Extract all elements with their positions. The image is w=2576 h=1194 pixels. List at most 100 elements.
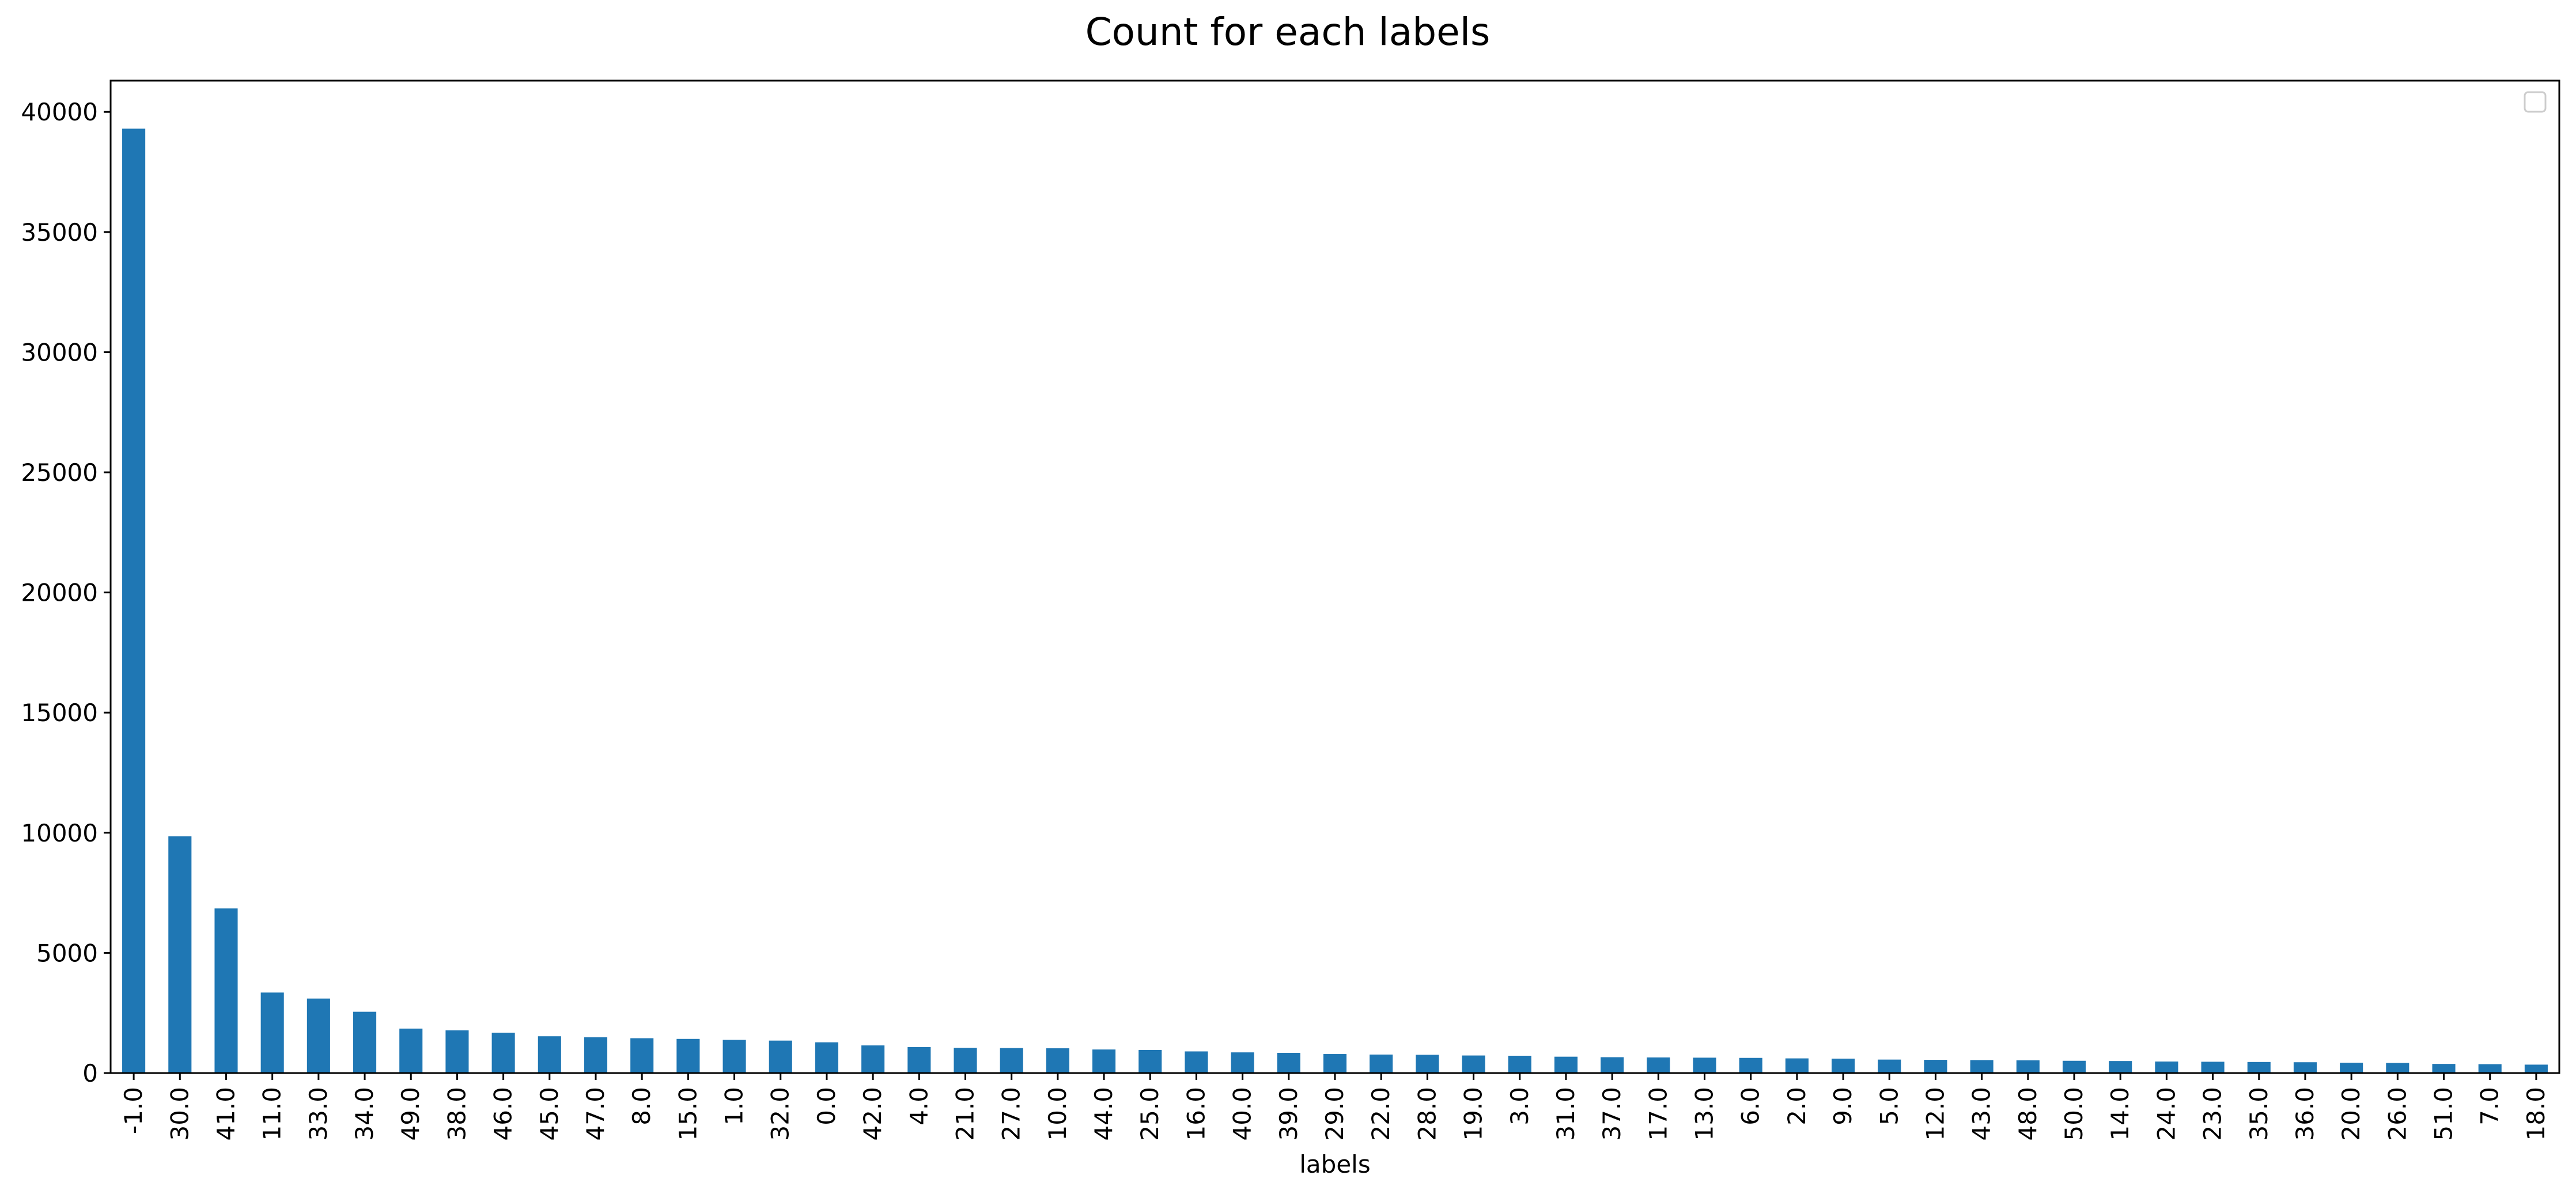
y-tick-label: 5000: [36, 939, 98, 967]
x-tick-label: 8.0: [627, 1087, 656, 1125]
legend-box: [2524, 91, 2547, 113]
x-tick-label: 51.0: [2430, 1087, 2458, 1141]
bar-19.0: [1462, 1055, 1485, 1073]
x-axis-title: labels: [1299, 1150, 1370, 1178]
bar-27.0: [1000, 1048, 1023, 1073]
bar-8.0: [630, 1038, 654, 1073]
y-tick-label: 10000: [21, 819, 98, 847]
x-tick-label: 41.0: [211, 1087, 240, 1141]
x-tick-label: 45.0: [535, 1087, 563, 1141]
bar-47.0: [584, 1037, 608, 1073]
bar-29.0: [1323, 1054, 1347, 1073]
x-tick-label: 16.0: [1182, 1087, 1210, 1141]
bar-45.0: [538, 1036, 561, 1073]
x-tick-label: 12.0: [1921, 1087, 1949, 1141]
bar-24.0: [2155, 1061, 2178, 1073]
x-tick-label: 47.0: [581, 1087, 610, 1141]
x-tick-label: 2.0: [1783, 1087, 1811, 1125]
bar-22.0: [1370, 1054, 1393, 1073]
x-tick-label: 34.0: [350, 1087, 379, 1141]
x-tick-label: 27.0: [997, 1087, 1026, 1141]
x-tick-label: 29.0: [1321, 1087, 1349, 1141]
bar-28.0: [1416, 1055, 1439, 1073]
x-tick-label: 15.0: [674, 1087, 702, 1141]
x-tick-label: 26.0: [2383, 1087, 2411, 1141]
chart-title: Count for each labels: [1085, 10, 1491, 54]
bar-39.0: [1277, 1052, 1300, 1073]
bar-32.0: [769, 1040, 792, 1073]
y-tick-label: 35000: [21, 218, 98, 247]
x-tick-label: 7.0: [2476, 1087, 2504, 1125]
x-tick-label: 33.0: [304, 1087, 332, 1141]
x-tick-label: 9.0: [1829, 1087, 1857, 1125]
x-tick-label: 31.0: [1552, 1087, 1580, 1141]
x-tick-label: 39.0: [1274, 1087, 1303, 1141]
bar-38.0: [445, 1030, 469, 1073]
bar-0.0: [815, 1042, 838, 1073]
bar-50.0: [2062, 1060, 2086, 1073]
bar-44.0: [1092, 1049, 1116, 1073]
bar-3.0: [1508, 1055, 1531, 1073]
x-tick-label: 0.0: [812, 1087, 841, 1125]
bar-37.0: [1601, 1057, 1624, 1073]
bar-2.0: [1785, 1058, 1809, 1073]
x-tick-label: 21.0: [951, 1087, 979, 1141]
x-tick-label: 46.0: [489, 1087, 517, 1141]
bar-48.0: [2016, 1060, 2040, 1073]
x-tick-label: 42.0: [858, 1087, 887, 1141]
x-tick-label: 36.0: [2291, 1087, 2319, 1141]
bar-9.0: [1832, 1058, 1855, 1073]
x-tick-label: 43.0: [1968, 1087, 1996, 1141]
x-tick-label: 3.0: [1505, 1087, 1534, 1125]
bar-10.0: [1046, 1048, 1069, 1073]
y-tick-label: 15000: [21, 699, 98, 727]
bar-4.0: [907, 1047, 931, 1073]
bars-group: [122, 128, 2548, 1074]
x-tick-label: 35.0: [2245, 1087, 2273, 1141]
bar-35.0: [2247, 1062, 2271, 1073]
y-tick-label: 20000: [21, 579, 98, 607]
x-tick-label: 38.0: [442, 1087, 471, 1141]
y-tick-label: 40000: [21, 98, 98, 126]
bar-5.0: [1878, 1059, 1901, 1073]
y-tick-label: 25000: [21, 458, 98, 487]
bar-26.0: [2386, 1063, 2409, 1073]
x-tick-label: 44.0: [1090, 1087, 1118, 1141]
x-tick-label: 48.0: [2014, 1087, 2042, 1141]
x-tick-label: 5.0: [1875, 1087, 1903, 1125]
x-tick-label: 18.0: [2522, 1087, 2550, 1141]
bar-41.0: [214, 908, 238, 1073]
bar-49.0: [399, 1028, 423, 1073]
y-axis: 0 5000 10000 15000 20000 25000 30000 35000 40000: [21, 98, 111, 1087]
bar-20.0: [2340, 1063, 2363, 1073]
bar-11.0: [260, 992, 284, 1073]
x-tick-label: 22.0: [1367, 1087, 1395, 1141]
y-tick-label: 0: [82, 1059, 98, 1087]
bar-33.0: [307, 998, 330, 1073]
x-tick-label: 1.0: [720, 1087, 748, 1125]
x-tick-label: 11.0: [258, 1087, 286, 1141]
x-tick-label: 40.0: [1228, 1087, 1257, 1141]
bar-42.0: [861, 1045, 885, 1073]
bar-21.0: [954, 1048, 977, 1073]
bar-25.0: [1138, 1049, 1162, 1073]
x-tick-label: 10.0: [1043, 1087, 1072, 1141]
bar-40.0: [1231, 1052, 1254, 1073]
bar-46.0: [491, 1032, 515, 1073]
bar-16.0: [1185, 1051, 1208, 1073]
x-tick-label: 50.0: [2060, 1087, 2088, 1141]
bar-31.0: [1554, 1056, 1578, 1073]
bar-13.0: [1693, 1057, 1716, 1073]
bar-34.0: [353, 1011, 377, 1073]
bar-14.0: [2109, 1061, 2132, 1073]
bar--1.0: [122, 128, 146, 1074]
x-tick-label: 4.0: [905, 1087, 933, 1125]
bar-30.0: [168, 836, 192, 1073]
x-tick-label: 49.0: [396, 1087, 425, 1141]
x-tick-label: 14.0: [2106, 1087, 2134, 1141]
x-tick-label: 6.0: [1737, 1087, 1765, 1125]
bar-17.0: [1647, 1057, 1670, 1073]
x-tick-label: 28.0: [1413, 1087, 1441, 1141]
x-tick-label: 17.0: [1644, 1087, 1672, 1141]
